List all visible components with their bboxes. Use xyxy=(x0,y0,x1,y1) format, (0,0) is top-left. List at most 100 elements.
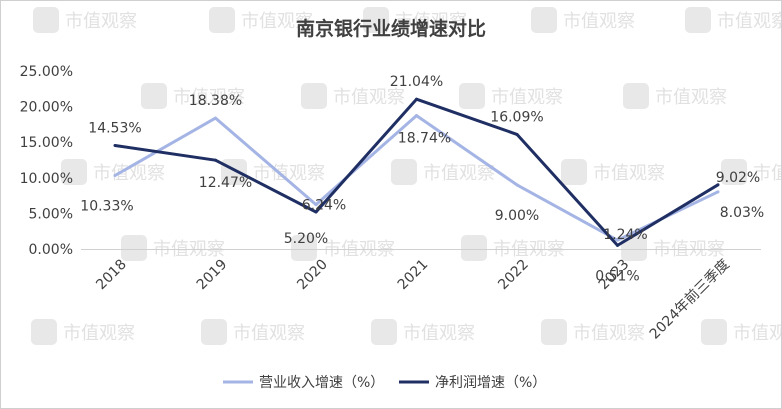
data-label: 9.00% xyxy=(495,208,539,224)
watermark-text: 市值观察 xyxy=(253,163,325,184)
watermark-tile: 市值观察 xyxy=(701,319,781,345)
data-label: 0.51% xyxy=(595,268,639,284)
chart-logo-icon xyxy=(459,83,485,109)
watermark-tile: 市值观察 xyxy=(33,7,137,33)
watermark-text: 市值观察 xyxy=(593,163,665,184)
data-label: 18.74% xyxy=(398,131,451,147)
data-point xyxy=(616,243,619,247)
watermark-tile: 市值观察 xyxy=(121,235,225,261)
chart-logo-icon xyxy=(209,7,235,33)
y-tick-label: 15.00% xyxy=(20,135,73,151)
chart-logo-icon xyxy=(531,7,557,33)
watermark-tile: 市值观察 xyxy=(371,319,475,345)
y-tick-label: 5.00% xyxy=(29,206,73,222)
watermark-text: 市值观察 xyxy=(173,87,245,108)
y-tick-label: 20.00% xyxy=(20,100,73,116)
watermark-tile: 市值观察 xyxy=(541,319,645,345)
watermark-text: 市值观察 xyxy=(733,323,781,344)
chart-logo-icon xyxy=(461,235,487,261)
y-axis: 0.00% 5.00% 10.00% 15.00% 20.00% 25.00% xyxy=(20,64,73,258)
watermark-text: 市值观察 xyxy=(753,163,781,184)
watermark-tile: 市值观察 xyxy=(61,159,165,185)
watermark-text: 市值观察 xyxy=(655,87,727,108)
x-tick-label: 2018 xyxy=(93,257,130,294)
y-tick-label: 10.00% xyxy=(20,171,73,187)
chart-logo-icon xyxy=(301,83,327,109)
data-label: 5.20% xyxy=(284,231,328,247)
watermark-text: 市值观察 xyxy=(491,87,563,108)
chart-logo-icon xyxy=(721,159,747,185)
chart-logo-icon xyxy=(621,235,647,261)
y-tick-label: 25.00% xyxy=(20,64,73,80)
data-point xyxy=(616,238,619,242)
data-point xyxy=(314,203,318,207)
watermark-text: 市值观察 xyxy=(241,11,313,32)
chart-logo-icon xyxy=(391,159,417,185)
data-label: 9.02% xyxy=(716,170,760,186)
watermark-tile: 市值观察 xyxy=(141,83,245,109)
watermark-tile: 市值观察 xyxy=(221,159,325,185)
legend-label-revenue: 营业收入增速（%） xyxy=(259,375,384,391)
legend-label-profit: 净利润增速（%） xyxy=(435,375,546,391)
data-label: 12.47% xyxy=(199,175,252,191)
watermark-tile: 市值观察 xyxy=(209,7,313,33)
chart-logo-icon xyxy=(61,159,87,185)
watermark-tile: 市值观察 xyxy=(621,235,725,261)
data-label: 18.38% xyxy=(189,93,242,109)
chart-logo-icon xyxy=(363,7,389,33)
x-tick-label: 2020 xyxy=(294,257,331,294)
watermark-text: 市值观察 xyxy=(423,163,495,184)
x-tick-label: 2022 xyxy=(495,257,532,294)
watermark-text: 市值观察 xyxy=(403,323,475,344)
data-point xyxy=(415,114,418,118)
chart-logo-icon xyxy=(371,319,397,345)
data-label: 1.24% xyxy=(603,227,647,243)
watermark-tile: 市值观察 xyxy=(561,159,665,185)
watermark-text: 市值观察 xyxy=(395,11,467,32)
chart-logo-icon xyxy=(31,319,57,345)
chart-logo-icon xyxy=(685,7,711,33)
watermark-text: 市值观察 xyxy=(717,11,781,32)
data-label: 10.33% xyxy=(80,198,133,214)
chart-logo-icon xyxy=(201,319,227,345)
data-label: 8.03% xyxy=(720,205,764,221)
data-point xyxy=(716,183,720,187)
watermark-text: 市值观察 xyxy=(333,87,405,108)
data-point xyxy=(515,183,519,187)
data-labels: 10.33% 18.38% 6.24% 18.74% 9.00% 1.24% 8.03% 14… xyxy=(80,74,764,284)
chart-logo-icon xyxy=(33,7,59,33)
watermark-tile: 市值观察 xyxy=(461,235,565,261)
watermark-text: 市值观察 xyxy=(65,11,137,32)
data-label: 14.53% xyxy=(88,121,141,137)
data-point xyxy=(113,144,117,148)
watermark-tile: 市值观察 xyxy=(459,83,563,109)
data-label: 16.09% xyxy=(490,109,543,125)
chart-logo-icon xyxy=(701,319,727,345)
watermark-text: 市值观察 xyxy=(63,323,135,344)
watermark-tile: 市值观察 xyxy=(531,7,635,33)
data-point xyxy=(214,116,217,120)
data-point xyxy=(113,173,117,177)
watermark-tile: 市值观察 xyxy=(301,83,405,109)
watermark-tile: 市值观察 xyxy=(721,159,781,185)
watermark-layer: 市值观察市值观察市值观察市值观察市值观察市值观察市值观察市值观察市值观察市值观察… xyxy=(31,7,781,345)
x-tick-label: 2019 xyxy=(194,257,231,294)
watermark-tile: 市值观察 xyxy=(31,319,135,345)
chart-logo-icon xyxy=(141,83,167,109)
y-tick-label: 0.00% xyxy=(29,242,73,258)
chart-logo-icon xyxy=(623,83,649,109)
watermark-tile: 市值观察 xyxy=(685,7,781,33)
watermark-tile: 市值观察 xyxy=(623,83,727,109)
watermark-text: 市值观察 xyxy=(563,11,635,32)
chart-logo-icon xyxy=(121,235,147,261)
legend[interactable]: 营业收入增速（%） 净利润增速（%） xyxy=(223,375,546,391)
watermark-text: 市值观察 xyxy=(233,323,305,344)
chart-logo-icon xyxy=(291,235,317,261)
chart-title: 南京银行业绩增速对比 xyxy=(296,17,486,40)
data-point xyxy=(314,210,318,214)
watermark-tile: 市值观察 xyxy=(391,159,495,185)
watermark-text: 市值观察 xyxy=(573,323,645,344)
data-label: 6.24% xyxy=(302,198,346,214)
